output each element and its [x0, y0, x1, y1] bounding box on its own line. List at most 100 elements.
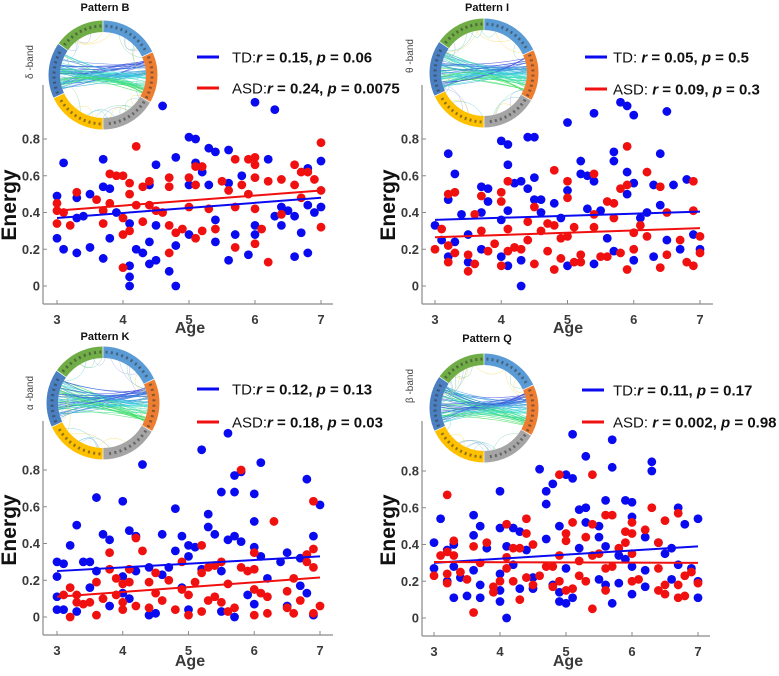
- chord-link: [60, 72, 143, 93]
- chord-link: [446, 52, 526, 86]
- panel-pattern-i: 0 0.2 0.4 0.6 0.8 3 4 5 6 7 Age Energy Pattern I θ -b…: [377, 2, 760, 337]
- data-point-td: [640, 582, 650, 592]
- channel-label-mark: [53, 419, 58, 423]
- data-point-asd: [316, 138, 326, 148]
- chord-link: [441, 404, 528, 415]
- chord-ring-segment: [142, 379, 161, 432]
- data-point-td: [171, 152, 181, 162]
- data-point-asd: [191, 180, 201, 190]
- p-symbol: p: [316, 50, 326, 67]
- fit-line-td: [56, 196, 322, 220]
- chord-link: [95, 104, 133, 118]
- channel-label-mark: [113, 120, 117, 125]
- data-point-asd: [249, 564, 259, 574]
- data-point-td: [463, 257, 473, 267]
- data-point-asd: [609, 213, 619, 223]
- data-point-td: [515, 584, 525, 593]
- data-point-asd: [523, 235, 533, 245]
- data-point-td: [98, 154, 108, 164]
- channel-label-mark: [108, 121, 112, 126]
- chord-link: [441, 53, 450, 71]
- data-point-asd: [629, 244, 639, 254]
- data-point-td: [529, 173, 539, 182]
- channel-label-mark: [140, 434, 144, 438]
- chord-link: [139, 395, 148, 419]
- data-point-asd: [249, 585, 259, 594]
- data-point-td: [607, 598, 617, 608]
- data-point-td: [476, 244, 486, 254]
- channel-label-mark: [146, 91, 151, 95]
- data-point-asd: [549, 165, 559, 175]
- channel-label-mark: [115, 26, 118, 30]
- y-tick-label: 0.2: [22, 573, 40, 588]
- data-point-td: [476, 208, 486, 217]
- channel-label-mark: [464, 360, 468, 365]
- legend-entry-td: TD:r = 0.15, p = 0.06: [232, 50, 372, 67]
- data-point-td: [124, 526, 134, 536]
- chord-link: [58, 407, 145, 421]
- data-point-td: [483, 184, 493, 194]
- data-point-asd: [236, 465, 246, 475]
- data-point-td: [523, 184, 533, 194]
- channel-label-mark: [52, 388, 56, 392]
- data-point-asd: [589, 169, 599, 179]
- data-point-td: [443, 149, 453, 159]
- data-point-asd: [230, 154, 240, 164]
- channel-label-mark: [489, 119, 493, 124]
- data-point-asd: [576, 250, 586, 260]
- channel-label-mark: [454, 446, 459, 451]
- data-point-asd: [105, 169, 115, 179]
- data-point-asd: [217, 176, 227, 186]
- data-point-asd: [516, 244, 526, 254]
- y-tick-label: 0: [412, 611, 419, 626]
- data-point-td: [522, 545, 531, 555]
- data-point-td: [430, 220, 440, 230]
- chord-link: [81, 438, 99, 448]
- data-point-asd: [576, 257, 586, 267]
- data-point-asd: [191, 233, 201, 243]
- channel-label-mark: [469, 453, 472, 457]
- channel-label-mark: [72, 443, 77, 448]
- data-point-td: [316, 156, 326, 166]
- data-point-td: [270, 211, 280, 221]
- data-point-asd: [443, 241, 453, 250]
- channel-label-mark: [433, 409, 437, 412]
- channel-label-mark: [150, 71, 154, 74]
- fit-line-asd: [56, 189, 322, 212]
- data-point-td: [529, 132, 539, 142]
- data-point-asd: [52, 219, 62, 228]
- channel-label-mark: [146, 424, 151, 428]
- data-point-asd: [589, 222, 599, 232]
- data-point-td: [216, 566, 226, 576]
- data-point-asd: [125, 189, 134, 199]
- channel-label-mark: [50, 409, 55, 413]
- chord-ring-segment: [46, 370, 66, 427]
- channel-label-mark: [52, 414, 56, 418]
- data-point-asd: [621, 527, 630, 537]
- data-point-asd: [627, 529, 637, 538]
- channel-label-mark: [443, 101, 448, 105]
- channel-label-mark: [61, 369, 66, 373]
- chord-link: [510, 90, 524, 107]
- channel-label-mark: [151, 393, 156, 397]
- channel-label-mark: [529, 393, 534, 397]
- channel-label-mark: [55, 378, 60, 382]
- data-point-td: [309, 531, 318, 541]
- legend-entry-asd: ASD:r = 0.24, p = 0.0075: [232, 81, 400, 98]
- chord-link: [442, 396, 526, 419]
- channel-label-mark: [151, 409, 156, 413]
- data-point-td: [270, 105, 280, 114]
- channel-label-mark: [144, 95, 149, 99]
- data-point-td: [503, 206, 513, 216]
- channel-label-mark: [443, 436, 448, 440]
- data-point-asd: [164, 220, 174, 230]
- r-value: 0.09: [675, 82, 704, 99]
- data-point-td: [177, 531, 187, 541]
- data-point-asd: [654, 563, 663, 573]
- chord-link: [60, 78, 81, 112]
- data-point-td: [429, 538, 439, 548]
- y-tick-label: 0: [33, 279, 40, 294]
- chord-link: [110, 358, 138, 375]
- channel-label-mark: [469, 23, 473, 28]
- chord-outline: [428, 352, 540, 464]
